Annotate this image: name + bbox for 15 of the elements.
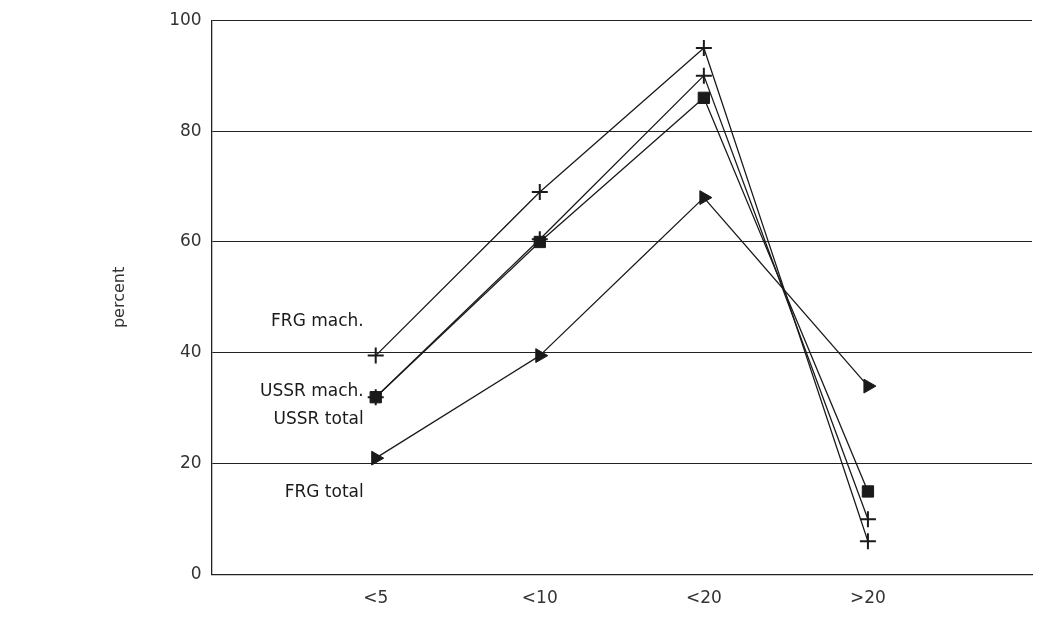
x-tick-label: <5 <box>363 587 389 608</box>
series-label: FRG total <box>284 480 364 501</box>
y-axis-title: percent <box>108 266 128 329</box>
x-tick-label: <10 <box>521 587 558 608</box>
y-tick-label: 100 <box>169 8 202 29</box>
y-tick-label: 60 <box>180 230 202 251</box>
x-tick-label: >20 <box>849 587 886 608</box>
y-tick-label: 0 <box>190 563 202 584</box>
y-tick-label: 20 <box>180 452 202 473</box>
y-tick-label: 40 <box>180 341 202 362</box>
series-label: USSR mach. <box>259 379 364 400</box>
y-tick-label: 80 <box>180 119 202 140</box>
series-label: FRG mach. <box>271 310 364 331</box>
series-label: USSR total <box>273 407 364 428</box>
x-tick-label: <20 <box>685 587 722 608</box>
